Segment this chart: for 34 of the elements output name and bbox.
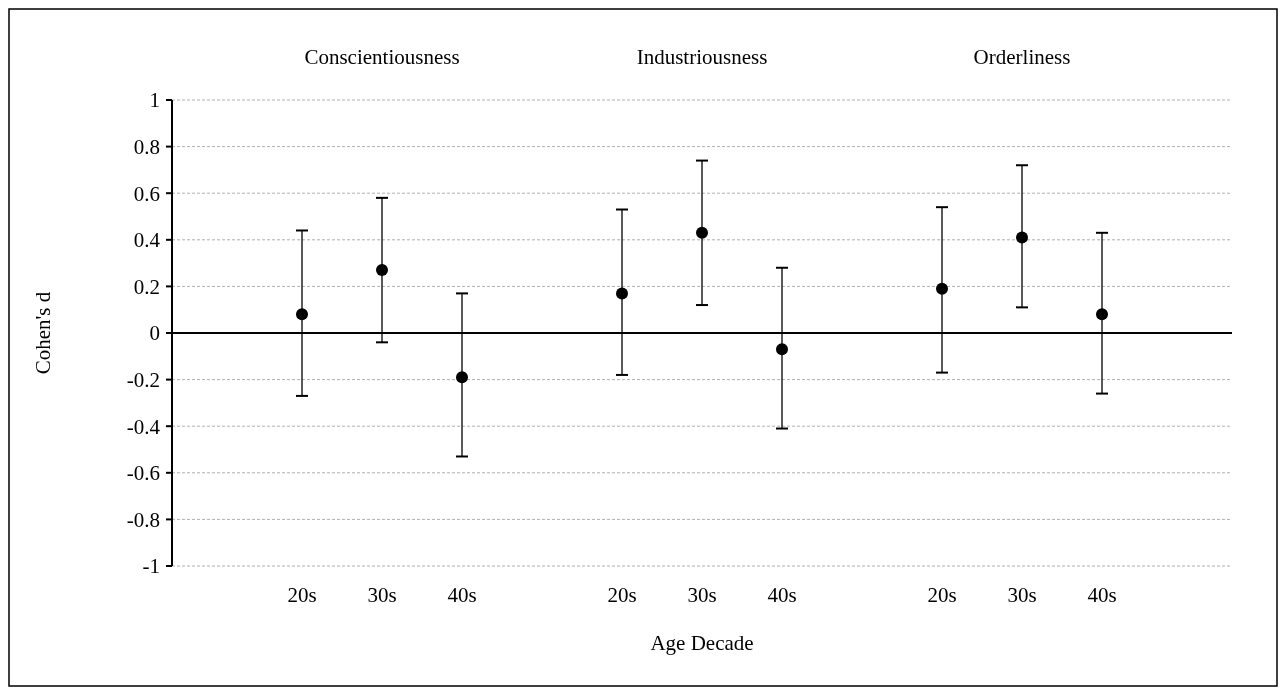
x-tick-label: 40s <box>767 583 797 607</box>
point <box>1096 308 1108 321</box>
point <box>456 371 468 384</box>
y-tick-label: 0.2 <box>133 274 160 299</box>
y-tick-label: 0.8 <box>133 134 160 159</box>
x-tick-label: 30s <box>1007 583 1037 607</box>
point <box>1016 231 1028 244</box>
point <box>936 282 948 295</box>
x-tick-label: 20s <box>927 583 957 607</box>
y-tick-label: -0.4 <box>126 414 161 439</box>
point <box>616 287 628 300</box>
x-axis-title: Age Decade <box>650 631 754 655</box>
x-tick-label: 20s <box>287 583 317 607</box>
x-tick-label: 40s <box>1087 583 1117 607</box>
x-tick-label: 20s <box>607 583 637 607</box>
text: Conscientiousness <box>304 45 460 69</box>
y-tick-label: -0.8 <box>126 507 160 532</box>
y-axis-title: Cohen's d <box>31 291 55 375</box>
text: Orderliness <box>973 45 1071 69</box>
y-tick-label: -0.2 <box>126 367 160 392</box>
x-tick-label: 40s <box>447 583 477 607</box>
point <box>376 264 388 277</box>
y-tick-label: 0 <box>149 321 160 346</box>
y-tick-label: 0.6 <box>133 181 160 206</box>
y-tick-label: 0.4 <box>133 228 161 253</box>
y-tick-label: 1 <box>149 88 160 113</box>
point <box>776 343 788 356</box>
y-tick-label: -1 <box>142 554 160 579</box>
y-tick-label: -0.6 <box>126 461 160 486</box>
text: Industriousness <box>636 45 768 69</box>
x-tick-label: 30s <box>687 583 717 607</box>
point <box>696 226 708 239</box>
x-tick-label: 30s <box>367 583 397 607</box>
point <box>296 308 308 321</box>
